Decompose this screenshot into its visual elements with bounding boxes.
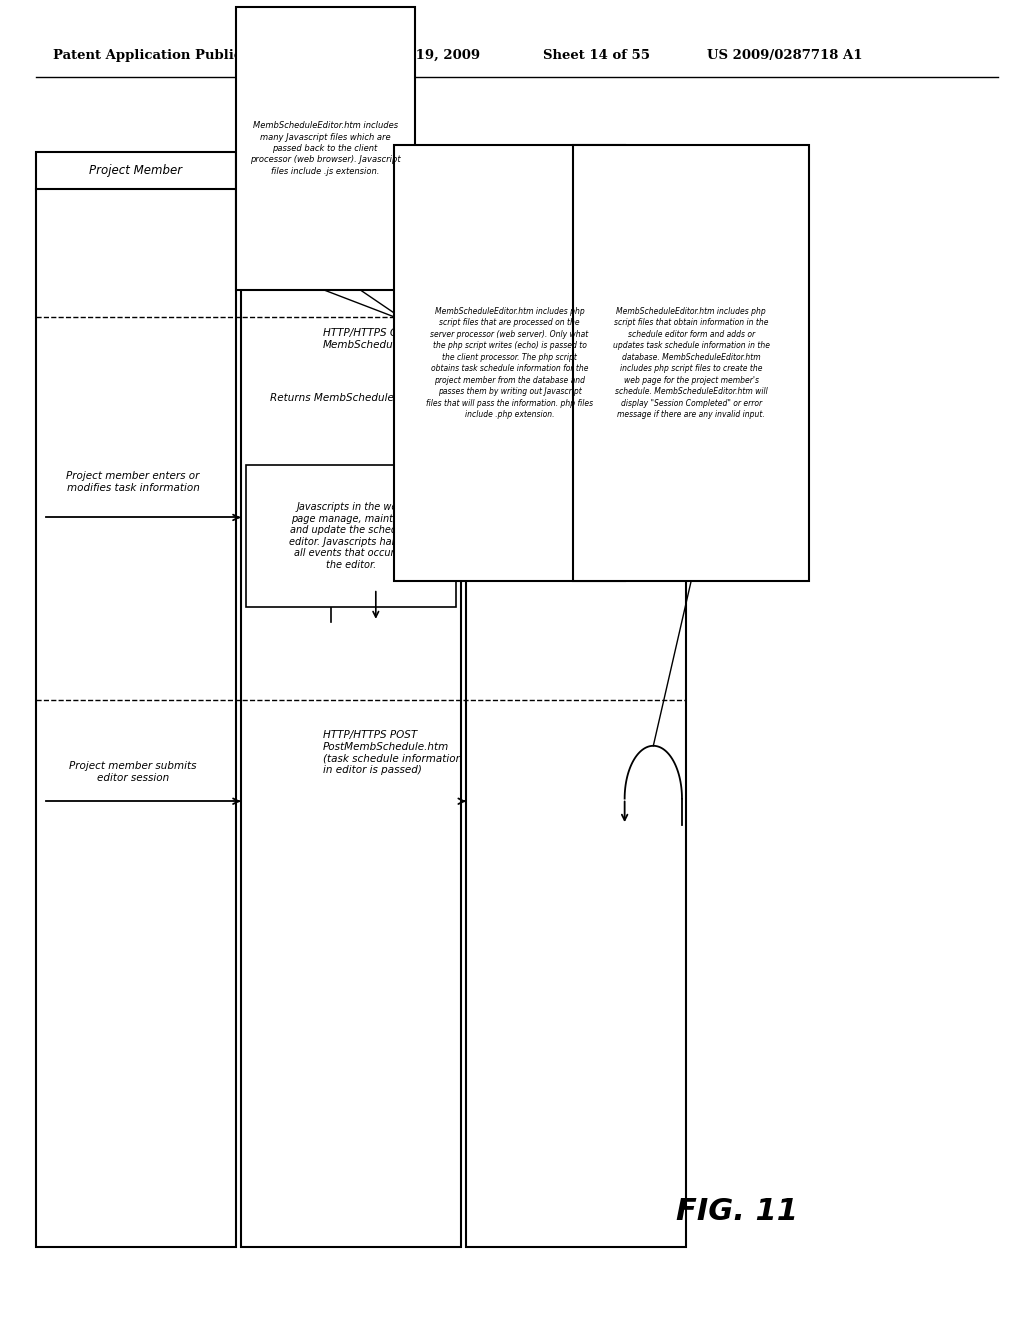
Text: MembScheduleEditor.htm includes
many Javascript files which are
passed back to t: MembScheduleEditor.htm includes many Jav…	[250, 121, 400, 176]
Text: Server Processor: Server Processor	[526, 164, 626, 177]
Text: Project member submits
editor session: Project member submits editor session	[70, 762, 197, 783]
Bar	[573, 145, 809, 581]
Text: Project Member: Project Member	[89, 164, 182, 177]
Text: Returns MembScheduleEditor.htm: Returns MembScheduleEditor.htm	[269, 392, 447, 403]
Bar	[394, 145, 625, 581]
Text: Patent Application Publication: Patent Application Publication	[53, 49, 280, 62]
Text: HTTP/HTTPS POST
PostMembSchedule.htm
(task schedule information
in editor is pas: HTTP/HTTPS POST PostMembSchedule.htm (ta…	[323, 730, 462, 775]
Text: MembScheduleEditor.htm includes php
script files that are processed on the
serve: MembScheduleEditor.htm includes php scri…	[426, 308, 593, 418]
Bar	[246, 181, 451, 231]
Text: FIG. 11: FIG. 11	[676, 1197, 799, 1226]
Bar	[36, 152, 236, 1247]
Text: MembScheduleEditor.htm includes php
script files that obtain information in the
: MembScheduleEditor.htm includes php scri…	[612, 308, 770, 418]
Text: Project member enters or
modifies task information: Project member enters or modifies task i…	[67, 471, 200, 492]
Text: US 2009/0287718 A1: US 2009/0287718 A1	[707, 49, 862, 62]
Text: Javascripts in the web
page manage, maintain,
and update the schedule
editor. Ja: Javascripts in the web page manage, main…	[289, 502, 413, 570]
Text: HTTP/HTTPS GET
MembScheduleEditor.htm: HTTP/HTTPS GET MembScheduleEditor.htm	[323, 329, 457, 350]
Bar	[241, 152, 461, 1247]
Bar	[246, 465, 456, 607]
Bar	[466, 152, 686, 1247]
Text: Sheet 14 of 55: Sheet 14 of 55	[543, 49, 649, 62]
Text: Client Processor: Client Processor	[303, 164, 398, 177]
Text: Nov. 19, 2009: Nov. 19, 2009	[379, 49, 480, 62]
Bar	[236, 7, 415, 290]
Text: View Member Schedule Editor: View Member Schedule Editor	[270, 201, 426, 211]
